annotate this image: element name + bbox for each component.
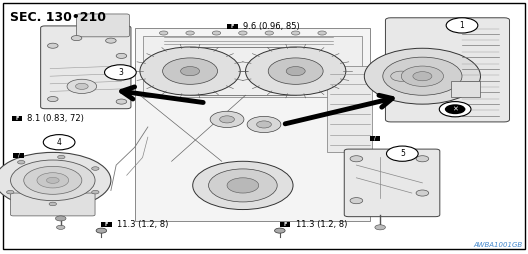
Circle shape bbox=[239, 31, 247, 35]
Text: ✕: ✕ bbox=[452, 106, 458, 112]
Circle shape bbox=[159, 31, 168, 35]
Circle shape bbox=[56, 225, 65, 229]
Circle shape bbox=[186, 31, 194, 35]
Text: 4: 4 bbox=[56, 138, 62, 147]
Circle shape bbox=[6, 190, 14, 194]
Circle shape bbox=[246, 47, 346, 95]
Circle shape bbox=[350, 198, 363, 204]
Bar bbox=[13, 153, 24, 158]
Text: SEC. 130•210: SEC. 130•210 bbox=[10, 11, 106, 24]
Circle shape bbox=[439, 102, 471, 117]
Circle shape bbox=[350, 156, 363, 162]
Circle shape bbox=[416, 190, 429, 196]
Circle shape bbox=[445, 104, 466, 114]
Circle shape bbox=[291, 31, 300, 35]
Text: F: F bbox=[284, 222, 287, 227]
Bar bbox=[12, 116, 22, 121]
Circle shape bbox=[265, 31, 274, 35]
Circle shape bbox=[140, 47, 240, 95]
FancyBboxPatch shape bbox=[11, 193, 95, 216]
FancyBboxPatch shape bbox=[77, 14, 129, 37]
Circle shape bbox=[0, 152, 111, 208]
Circle shape bbox=[67, 79, 97, 93]
Circle shape bbox=[413, 72, 432, 81]
Circle shape bbox=[364, 48, 480, 104]
Text: 3: 3 bbox=[118, 68, 123, 77]
Bar bbox=[227, 24, 238, 29]
Bar bbox=[143, 36, 362, 97]
Circle shape bbox=[24, 166, 82, 194]
Circle shape bbox=[275, 228, 285, 233]
Circle shape bbox=[375, 225, 385, 230]
Circle shape bbox=[71, 36, 82, 41]
Bar bbox=[370, 136, 380, 141]
Bar bbox=[451, 81, 480, 97]
Circle shape bbox=[76, 83, 88, 89]
Circle shape bbox=[48, 43, 58, 48]
Circle shape bbox=[106, 38, 116, 43]
Circle shape bbox=[181, 67, 200, 76]
Bar bbox=[280, 222, 290, 227]
Circle shape bbox=[92, 190, 99, 194]
Circle shape bbox=[92, 167, 99, 170]
Circle shape bbox=[96, 228, 107, 233]
Text: 11.3 (1.2, 8): 11.3 (1.2, 8) bbox=[296, 220, 347, 229]
Circle shape bbox=[446, 18, 478, 33]
Text: AWBA1001GB: AWBA1001GB bbox=[474, 242, 523, 248]
Circle shape bbox=[210, 111, 244, 128]
Circle shape bbox=[212, 31, 221, 35]
Circle shape bbox=[116, 99, 127, 104]
Bar bbox=[135, 28, 370, 221]
Circle shape bbox=[220, 116, 234, 123]
Circle shape bbox=[286, 67, 305, 76]
Circle shape bbox=[416, 156, 429, 162]
FancyBboxPatch shape bbox=[41, 26, 131, 109]
Text: F: F bbox=[231, 24, 234, 29]
Circle shape bbox=[43, 135, 75, 150]
Circle shape bbox=[58, 155, 65, 159]
Circle shape bbox=[105, 65, 136, 80]
Bar bbox=[327, 66, 372, 152]
Text: 11.3 (1.2, 8): 11.3 (1.2, 8) bbox=[117, 220, 168, 229]
Circle shape bbox=[318, 31, 326, 35]
Circle shape bbox=[268, 58, 323, 84]
Circle shape bbox=[116, 53, 127, 58]
FancyBboxPatch shape bbox=[385, 18, 510, 122]
Circle shape bbox=[55, 216, 66, 221]
FancyBboxPatch shape bbox=[344, 149, 440, 217]
Circle shape bbox=[17, 161, 25, 164]
Circle shape bbox=[37, 173, 69, 188]
Text: /: / bbox=[17, 153, 20, 158]
Circle shape bbox=[401, 66, 444, 86]
Text: /: / bbox=[374, 136, 376, 141]
Text: 9.6 (0.96, 85): 9.6 (0.96, 85) bbox=[243, 22, 299, 31]
Circle shape bbox=[163, 58, 218, 84]
Text: F: F bbox=[105, 222, 108, 227]
Text: F: F bbox=[15, 116, 18, 121]
Circle shape bbox=[257, 121, 271, 128]
Circle shape bbox=[49, 202, 56, 206]
Text: 8.1 (0.83, 72): 8.1 (0.83, 72) bbox=[27, 114, 84, 123]
Circle shape bbox=[247, 116, 281, 133]
Circle shape bbox=[48, 97, 58, 102]
Circle shape bbox=[227, 178, 259, 193]
Text: 1: 1 bbox=[460, 21, 464, 30]
Circle shape bbox=[193, 161, 293, 210]
Circle shape bbox=[46, 177, 59, 183]
Circle shape bbox=[209, 169, 277, 202]
Circle shape bbox=[383, 57, 462, 95]
Bar bbox=[101, 222, 112, 227]
Circle shape bbox=[11, 160, 95, 201]
Text: 5: 5 bbox=[400, 149, 405, 158]
Circle shape bbox=[391, 71, 412, 81]
Circle shape bbox=[386, 146, 418, 161]
